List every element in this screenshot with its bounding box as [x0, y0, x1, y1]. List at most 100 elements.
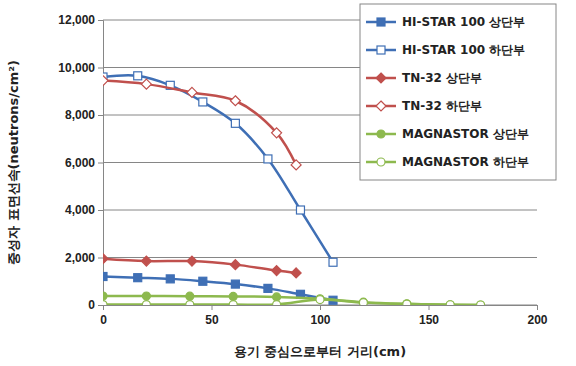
data-point [316, 296, 324, 304]
legend-label: HI-STAR 100 하단부 [402, 43, 525, 57]
y-tick-mark [98, 305, 103, 306]
y-tick: 8,000 [65, 108, 103, 122]
legend-item: TN-32 하단부 [366, 99, 482, 113]
legend-item: HI-STAR 100 상단부 [366, 15, 525, 29]
legend-marker [377, 158, 385, 166]
data-point [291, 160, 301, 170]
y-tick: 4,000 [65, 203, 103, 217]
data-point [264, 155, 272, 163]
legend-box [360, 4, 556, 180]
data-point [477, 301, 485, 305]
x-tick: 0 [100, 305, 107, 327]
data-point [229, 301, 237, 305]
data-point [316, 295, 324, 303]
data-point [273, 293, 281, 301]
y-tick: 6,000 [65, 156, 103, 170]
data-point [229, 292, 237, 300]
data-point [187, 256, 197, 266]
data-point [142, 301, 150, 305]
data-point [272, 128, 282, 138]
data-point [103, 301, 107, 305]
data-point [166, 275, 174, 283]
grid-line [103, 257, 537, 258]
data-point [477, 301, 485, 305]
series-line [103, 81, 296, 165]
y-axis: 0 2,000 4,000 6,000 8,000 10,000 12,000 [58, 13, 103, 312]
y-tick-label: 12,000 [58, 13, 95, 27]
data-point [199, 98, 207, 106]
legend-marker [376, 73, 386, 83]
legend: HI-STAR 100 상단부 HI-STAR 100 하단부 TN-32 상단부 T… [360, 4, 556, 180]
data-point [142, 292, 150, 300]
legend-item: MAGNASTOR 하단부 [366, 155, 529, 169]
y-tick: 0 [88, 298, 103, 312]
y-axis-line [98, 21, 104, 306]
chart: 0 50 100 150 200 0 2,000 4,000 6,000 8,000 10,000 1… [0, 0, 576, 366]
legend-item: HI-STAR 100 하단부 [366, 43, 525, 57]
data-point [272, 266, 282, 276]
data-point [359, 298, 367, 305]
series-line [103, 300, 481, 305]
y-tick-label: 6,000 [65, 156, 95, 170]
data-point [141, 256, 151, 266]
data-point [141, 79, 151, 89]
data-point [103, 76, 108, 86]
x-tick: 50 [205, 305, 219, 327]
x-tick: 200 [527, 305, 547, 327]
data-point [264, 284, 272, 292]
data-point [134, 72, 142, 80]
legend-item: TN-32 상단부 [366, 71, 482, 85]
series-group [103, 72, 485, 305]
y-tick-label: 8,000 [65, 108, 95, 122]
data-point [296, 206, 304, 214]
x-tick: 100 [310, 305, 330, 327]
y-tick-mark [98, 20, 103, 21]
legend-label: TN-32 상단부 [402, 71, 482, 85]
series-line [103, 296, 481, 305]
x-tick-label: 50 [205, 313, 219, 327]
data-point [186, 301, 194, 305]
y-tick-mark [98, 68, 103, 69]
data-point [446, 301, 454, 305]
y-axis-title: 중성자 표면선속(neutrons/cm²) [6, 60, 21, 265]
legend-marker [377, 46, 385, 54]
grid-line [103, 210, 537, 211]
y-tick-label: 4,000 [65, 203, 95, 217]
x-tick-label: 150 [419, 313, 439, 327]
y-tick-label: 2,000 [65, 251, 95, 265]
y-tick-mark [98, 258, 103, 259]
y-tick-label: 10,000 [58, 61, 95, 75]
data-point [103, 292, 107, 300]
data-point [103, 273, 107, 281]
data-point [446, 301, 454, 305]
data-point [231, 119, 239, 127]
x-axis-title: 용기 중심으로부터 거리(cm) [234, 344, 406, 359]
legend-label: HI-STAR 100 상단부 [402, 15, 525, 29]
y-tick-mark [98, 210, 103, 211]
data-point [231, 280, 239, 288]
data-point [199, 277, 207, 285]
x-axis-line [104, 306, 538, 311]
legend-marker [377, 18, 385, 26]
data-point [273, 301, 281, 305]
data-point [291, 268, 301, 278]
data-point [329, 258, 337, 266]
y-tick-mark [98, 115, 103, 116]
y-tick: 12,000 [58, 13, 103, 27]
x-tick-mark [212, 305, 213, 310]
y-tick: 10,000 [58, 61, 103, 75]
data-point [186, 292, 194, 300]
legend-marker [377, 130, 385, 138]
data-point [403, 300, 411, 305]
legend-item: MAGNASTOR 상단부 [366, 127, 529, 141]
series-line [103, 75, 333, 262]
x-tick-mark [537, 305, 538, 310]
x-tick-label: 0 [100, 313, 107, 327]
y-tick-label: 0 [88, 298, 95, 312]
legend-label: MAGNASTOR 상단부 [402, 127, 529, 141]
x-tick-mark [320, 305, 321, 310]
x-axis: 0 50 100 150 200 [100, 305, 548, 327]
data-point [230, 260, 240, 270]
x-tick-label: 100 [310, 313, 330, 327]
legend-marker [376, 101, 386, 111]
